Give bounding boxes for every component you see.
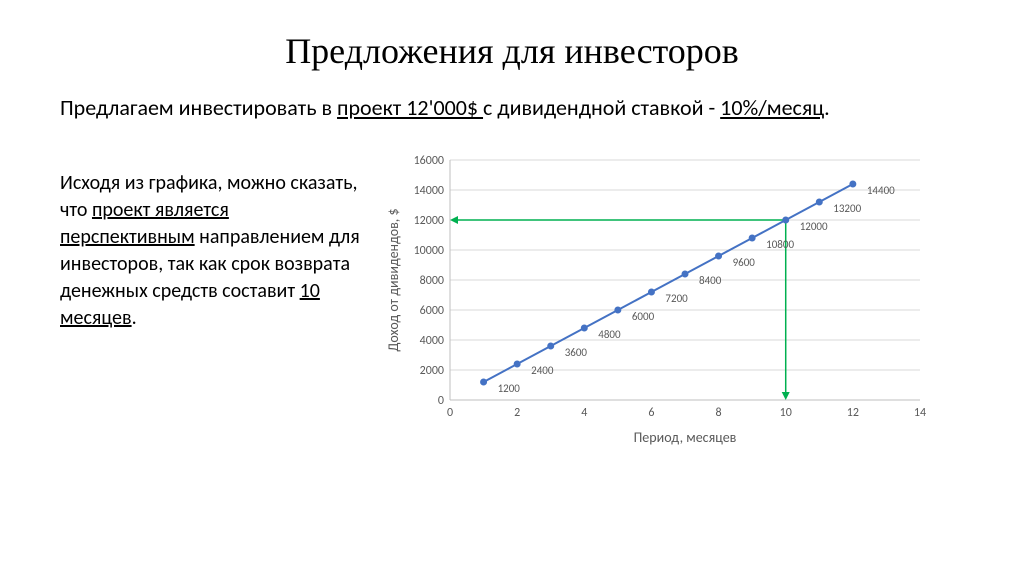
svg-text:14: 14 [914, 406, 926, 420]
svg-text:13200: 13200 [833, 202, 861, 215]
svg-text:4: 4 [581, 406, 587, 420]
side-paragraph: Исходя из графика, можно сказать, что пр… [60, 150, 360, 332]
slide-title: Предложения для инвесторов [60, 30, 964, 72]
svg-text:2000: 2000 [420, 364, 444, 378]
intro-text-1: Предлагаем инвестировать в [60, 94, 337, 121]
svg-text:12000: 12000 [414, 214, 444, 228]
svg-text:1200: 1200 [498, 382, 521, 395]
svg-text:14000: 14000 [414, 184, 444, 198]
intro-underline-2: 10%/месяц [720, 94, 824, 121]
content-row: Исходя из графика, можно сказать, что пр… [60, 150, 964, 450]
svg-text:6000: 6000 [632, 310, 655, 323]
svg-text:7200: 7200 [665, 292, 688, 305]
svg-text:8000: 8000 [420, 274, 444, 288]
svg-text:Доход от дивидендов, $: Доход от дивидендов, $ [385, 208, 402, 351]
svg-text:4000: 4000 [420, 334, 444, 348]
svg-text:10000: 10000 [414, 244, 444, 258]
svg-text:2: 2 [514, 406, 520, 420]
intro-text-2: с дивидендной ставкой - [483, 94, 720, 121]
svg-text:10: 10 [780, 406, 792, 420]
svg-text:6: 6 [648, 406, 654, 420]
svg-text:8: 8 [716, 406, 722, 420]
svg-text:12000: 12000 [800, 220, 828, 233]
dividend-chart: 0200040006000800010000120001400016000024… [380, 150, 940, 450]
svg-text:16000: 16000 [414, 154, 444, 168]
svg-text:3600: 3600 [565, 346, 588, 359]
side-text-3: . [132, 306, 137, 330]
svg-text:Период, месяцев: Период, месяцев [634, 429, 737, 446]
svg-text:0: 0 [438, 394, 444, 408]
slide: Предложения для инвесторов Предлагаем ин… [0, 0, 1024, 574]
svg-text:2400: 2400 [531, 364, 554, 377]
svg-text:12: 12 [847, 406, 859, 420]
svg-text:9600: 9600 [733, 256, 756, 269]
svg-text:6000: 6000 [420, 304, 444, 318]
intro-text-3: . [824, 94, 830, 121]
svg-text:0: 0 [447, 406, 453, 420]
svg-text:4800: 4800 [598, 328, 621, 341]
svg-text:14400: 14400 [867, 184, 895, 197]
intro-underline-1: проект 12'000$ [337, 94, 483, 121]
chart-container: 0200040006000800010000120001400016000024… [380, 150, 964, 450]
svg-text:10800: 10800 [766, 238, 794, 251]
intro-paragraph: Предлагаем инвестировать в проект 12'000… [60, 94, 964, 122]
svg-text:8400: 8400 [699, 274, 722, 287]
